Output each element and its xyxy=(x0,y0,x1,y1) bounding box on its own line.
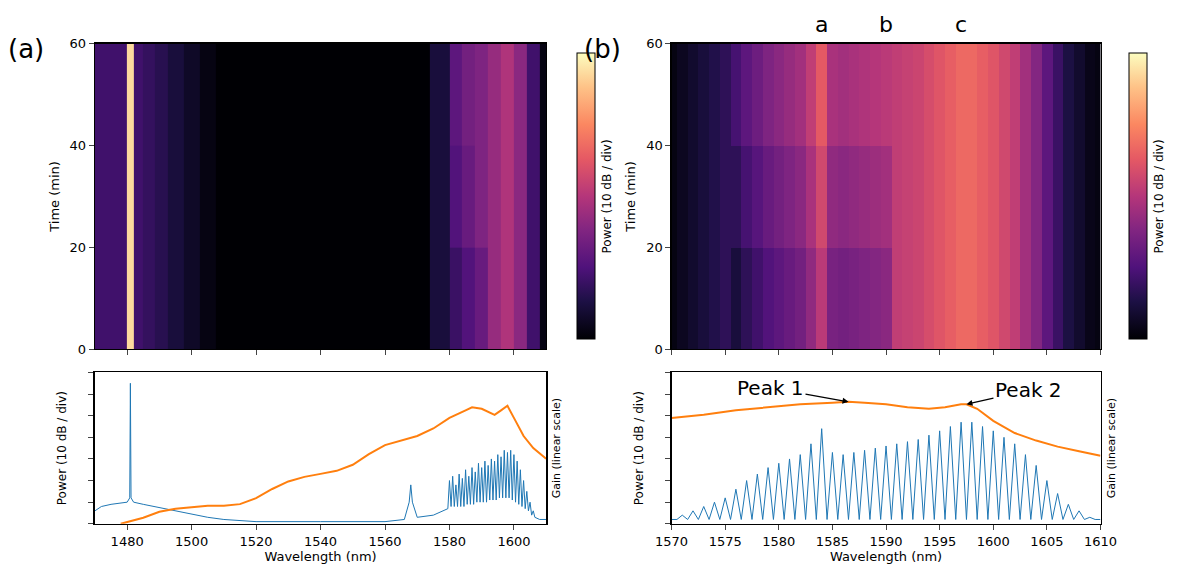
svg-text:1480: 1480 xyxy=(111,534,144,549)
svg-text:1580: 1580 xyxy=(433,534,466,549)
svg-text:Power (10 dB / div): Power (10 dB / div) xyxy=(55,391,69,505)
svg-text:Wavelength (nm): Wavelength (nm) xyxy=(264,549,376,564)
svg-text:(b): (b) xyxy=(584,34,621,64)
svg-text:1605: 1605 xyxy=(1030,534,1063,549)
svg-text:Power (10 dB / div): Power (10 dB / div) xyxy=(632,391,646,505)
svg-text:1570: 1570 xyxy=(655,534,688,549)
svg-text:Peak 2: Peak 2 xyxy=(995,378,1062,402)
svg-text:c: c xyxy=(955,12,967,37)
svg-text:20: 20 xyxy=(70,240,87,255)
svg-text:1595: 1595 xyxy=(923,534,956,549)
svg-text:60: 60 xyxy=(646,36,663,51)
svg-text:Time (min): Time (min) xyxy=(47,161,62,233)
svg-text:1500: 1500 xyxy=(175,534,208,549)
svg-text:40: 40 xyxy=(646,138,663,153)
svg-text:60: 60 xyxy=(70,36,87,51)
svg-text:1560: 1560 xyxy=(368,534,401,549)
svg-text:Time (min): Time (min) xyxy=(623,161,638,233)
svg-text:1520: 1520 xyxy=(240,534,273,549)
svg-text:1585: 1585 xyxy=(816,534,849,549)
svg-text:1600: 1600 xyxy=(497,534,530,549)
svg-text:0: 0 xyxy=(654,342,662,357)
svg-text:b: b xyxy=(879,12,893,37)
svg-text:Gain (linear scale): Gain (linear scale) xyxy=(1105,398,1118,498)
svg-text:Wavelength (nm): Wavelength (nm) xyxy=(830,549,942,564)
svg-text:Gain (linear scale): Gain (linear scale) xyxy=(550,398,563,498)
svg-text:a: a xyxy=(815,12,828,37)
svg-text:1600: 1600 xyxy=(977,534,1010,549)
svg-text:Peak 1: Peak 1 xyxy=(737,376,804,400)
svg-text:Power (10 dB / div): Power (10 dB / div) xyxy=(600,139,614,253)
svg-text:20: 20 xyxy=(646,240,663,255)
svg-text:0: 0 xyxy=(78,342,86,357)
svg-text:1540: 1540 xyxy=(304,534,337,549)
svg-text:1610: 1610 xyxy=(1084,534,1117,549)
svg-text:1590: 1590 xyxy=(869,534,902,549)
svg-text:(a): (a) xyxy=(8,34,44,64)
svg-text:Power (10 dB / div): Power (10 dB / div) xyxy=(1152,139,1166,253)
svg-text:1580: 1580 xyxy=(762,534,795,549)
svg-text:1575: 1575 xyxy=(709,534,742,549)
svg-text:40: 40 xyxy=(70,138,87,153)
